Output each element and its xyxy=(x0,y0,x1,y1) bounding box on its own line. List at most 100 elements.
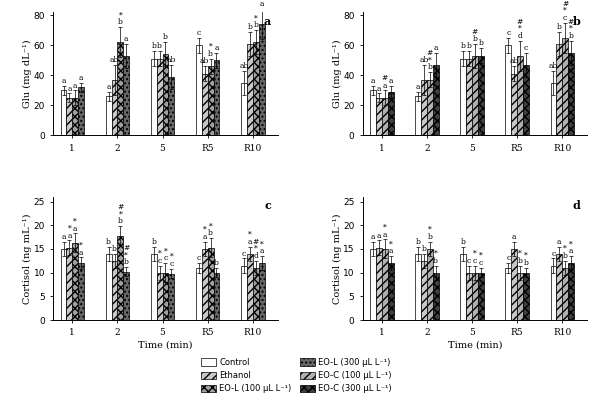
Bar xyxy=(556,254,562,320)
Bar xyxy=(433,273,439,320)
Text: b: b xyxy=(106,238,111,246)
Bar xyxy=(505,45,511,135)
Bar xyxy=(157,58,162,135)
Bar xyxy=(157,273,162,320)
Bar xyxy=(478,273,484,320)
Bar xyxy=(550,83,556,135)
Text: *
c: * c xyxy=(163,247,168,262)
Bar xyxy=(111,261,117,320)
Text: a: a xyxy=(79,74,84,82)
Bar xyxy=(66,98,72,135)
Text: a: a xyxy=(512,233,517,241)
Bar xyxy=(568,52,574,135)
Bar xyxy=(556,44,562,135)
Text: d: d xyxy=(572,200,581,212)
Text: #
*
d: # * d xyxy=(253,238,259,260)
Bar xyxy=(253,268,259,320)
Text: b: b xyxy=(422,245,426,253)
Text: a: a xyxy=(557,238,562,246)
Bar xyxy=(208,248,213,320)
Text: b: b xyxy=(151,238,156,246)
Text: c: c xyxy=(197,29,201,37)
Bar xyxy=(517,56,523,135)
Bar xyxy=(117,236,123,320)
Text: c: c xyxy=(264,200,271,212)
X-axis label: Time (min): Time (min) xyxy=(448,340,502,349)
Text: b: b xyxy=(151,42,156,50)
Bar xyxy=(117,42,123,135)
Text: a: a xyxy=(124,35,129,43)
Y-axis label: Cortisol (ng mL⁻¹): Cortisol (ng mL⁻¹) xyxy=(23,213,32,304)
Text: #
b: # b xyxy=(472,28,478,43)
Bar xyxy=(415,254,421,320)
Bar xyxy=(415,96,421,135)
Bar xyxy=(106,254,111,320)
Bar xyxy=(106,96,111,135)
Text: ab: ab xyxy=(200,58,209,66)
Bar xyxy=(66,248,72,320)
Text: c: c xyxy=(506,29,511,37)
Bar xyxy=(460,58,466,135)
Bar xyxy=(370,249,376,320)
Bar xyxy=(427,80,433,135)
Text: c: c xyxy=(242,250,246,258)
Text: #
*
b: # * b xyxy=(568,18,574,40)
Text: a: a xyxy=(433,44,438,52)
Text: b: b xyxy=(247,23,252,31)
Text: a: a xyxy=(416,83,420,91)
Text: a: a xyxy=(264,16,271,27)
Text: *
a: * a xyxy=(569,240,573,255)
Bar xyxy=(421,261,427,320)
Text: *
b: * b xyxy=(524,252,528,267)
Text: a: a xyxy=(388,77,393,85)
Text: *
b: * b xyxy=(208,43,213,58)
Text: b: b xyxy=(467,42,471,50)
Text: #
*
b: # * b xyxy=(117,203,123,226)
Text: a: a xyxy=(371,77,375,85)
Text: b: b xyxy=(461,238,466,246)
Bar xyxy=(247,254,253,320)
Bar xyxy=(162,273,168,320)
Text: *
a: * a xyxy=(73,218,78,232)
Bar xyxy=(241,83,247,135)
Text: *
a: * a xyxy=(248,231,252,246)
Bar xyxy=(123,272,129,320)
Text: #
*
c: # * c xyxy=(562,0,568,22)
Text: ab: ab xyxy=(549,62,558,70)
Bar xyxy=(472,273,478,320)
Bar xyxy=(151,254,157,320)
Bar xyxy=(562,268,568,320)
Bar xyxy=(202,249,208,320)
Bar xyxy=(196,45,202,135)
Text: *
c: * c xyxy=(158,250,162,265)
Text: *
b: * b xyxy=(518,250,522,265)
Bar xyxy=(111,80,117,135)
Text: *
a: * a xyxy=(388,240,393,255)
Bar xyxy=(370,90,376,135)
Bar xyxy=(259,263,264,320)
Text: b: b xyxy=(416,238,420,246)
Bar xyxy=(213,60,219,135)
Text: ab: ab xyxy=(240,62,248,70)
Text: a: a xyxy=(61,77,66,85)
Text: c: c xyxy=(197,254,201,262)
Text: #
*
b: # * b xyxy=(123,244,129,266)
Text: *
b: * b xyxy=(253,14,258,30)
Bar xyxy=(259,24,264,135)
Text: a: a xyxy=(377,84,381,92)
Text: a: a xyxy=(73,82,78,90)
Text: *
b: * b xyxy=(118,11,123,26)
Bar xyxy=(208,66,213,135)
Text: c: c xyxy=(467,257,471,265)
Text: #
*
d: # * d xyxy=(517,18,523,40)
Bar xyxy=(78,87,84,135)
Bar xyxy=(511,74,517,135)
Bar xyxy=(247,44,253,135)
Bar xyxy=(168,274,174,320)
Bar xyxy=(517,273,523,320)
Text: b: b xyxy=(157,42,162,50)
Text: a: a xyxy=(371,233,375,241)
Bar xyxy=(60,249,66,320)
Text: c: c xyxy=(524,44,528,52)
Y-axis label: Glu (mg dL⁻¹): Glu (mg dL⁻¹) xyxy=(333,39,342,108)
